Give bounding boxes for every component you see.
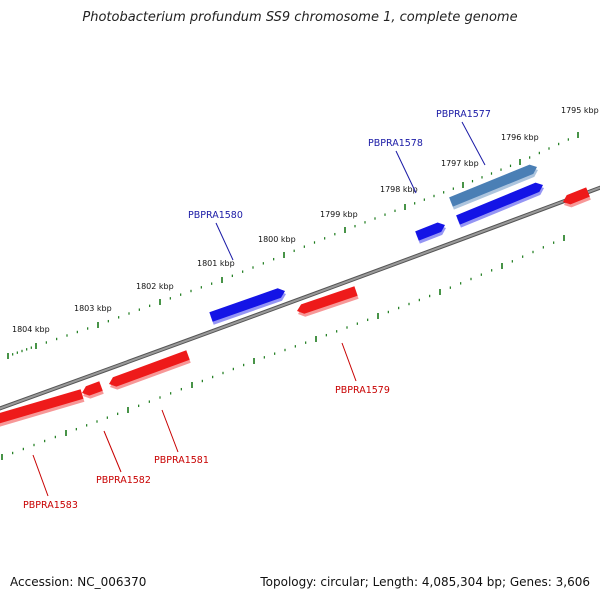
map-title: Photobacterium profundum SS9 chromosome … xyxy=(82,10,518,25)
outer-tick-ring xyxy=(7,132,579,359)
kbp-label: 1802 kbp xyxy=(136,282,174,291)
genome-backbone-highlight xyxy=(0,186,600,410)
gene-pbpra1578-fragment[interactable] xyxy=(415,222,445,241)
inner-tick-ring xyxy=(1,235,565,460)
gene-leader-line xyxy=(32,454,49,497)
gene-group[interactable] xyxy=(0,164,591,427)
gene-leader-line xyxy=(103,430,122,473)
gene-leader-line xyxy=(215,222,234,261)
gene-label-pbpra1579[interactable]: PBPRA1579 xyxy=(335,385,390,396)
gene-pbpra1577[interactable] xyxy=(449,164,537,207)
kbp-label-group: 1795 kbp 1796 kbp 1797 kbp 1798 kbp 1799 kbp… xyxy=(12,106,599,334)
gene-leader-line xyxy=(161,409,179,453)
gene-label-pbpra1577[interactable]: PBPRA1577 xyxy=(436,109,491,120)
genome-summary-text: Topology: circular; Length: 4,085,304 bp… xyxy=(260,575,590,589)
gene-label-pbpra1580[interactable]: PBPRA1580 xyxy=(188,210,243,221)
gene-pbpra1578[interactable] xyxy=(456,182,543,225)
gene-pbpra1583[interactable] xyxy=(0,389,84,424)
kbp-label: 1803 kbp xyxy=(74,304,112,313)
gene-reverse-edge[interactable] xyxy=(563,187,590,205)
gene-pbpra1581[interactable] xyxy=(109,350,190,387)
gene-label-group[interactable]: PBPRA1577 PBPRA1578 PBPRA1580 PBPRA1579 PBPR… xyxy=(23,109,491,511)
kbp-label: 1797 kbp xyxy=(441,159,479,168)
gene-label-pbpra1581[interactable]: PBPRA1581 xyxy=(154,455,209,466)
gene-pbpra1582[interactable] xyxy=(82,381,103,396)
kbp-label: 1795 kbp xyxy=(561,106,599,115)
gene-label-pbpra1578[interactable]: PBPRA1578 xyxy=(368,138,423,149)
gene-leader-line xyxy=(395,150,417,194)
gene-leader-line xyxy=(461,121,486,166)
kbp-label: 1796 kbp xyxy=(501,133,539,142)
kbp-label: 1799 kbp xyxy=(320,210,358,219)
kbp-label: 1798 kbp xyxy=(380,185,418,194)
kbp-label: 1800 kbp xyxy=(258,235,296,244)
accession-text: Accession: NC_006370 xyxy=(10,575,147,589)
gene-pbpra1580[interactable] xyxy=(209,288,285,322)
gene-label-pbpra1583[interactable]: PBPRA1583 xyxy=(23,500,78,511)
kbp-label: 1804 kbp xyxy=(12,325,50,334)
gene-leader-line xyxy=(341,342,357,382)
kbp-label: 1801 kbp xyxy=(197,259,235,268)
gene-pbpra1579[interactable] xyxy=(297,286,358,314)
gene-label-pbpra1582[interactable]: PBPRA1582 xyxy=(96,475,151,486)
